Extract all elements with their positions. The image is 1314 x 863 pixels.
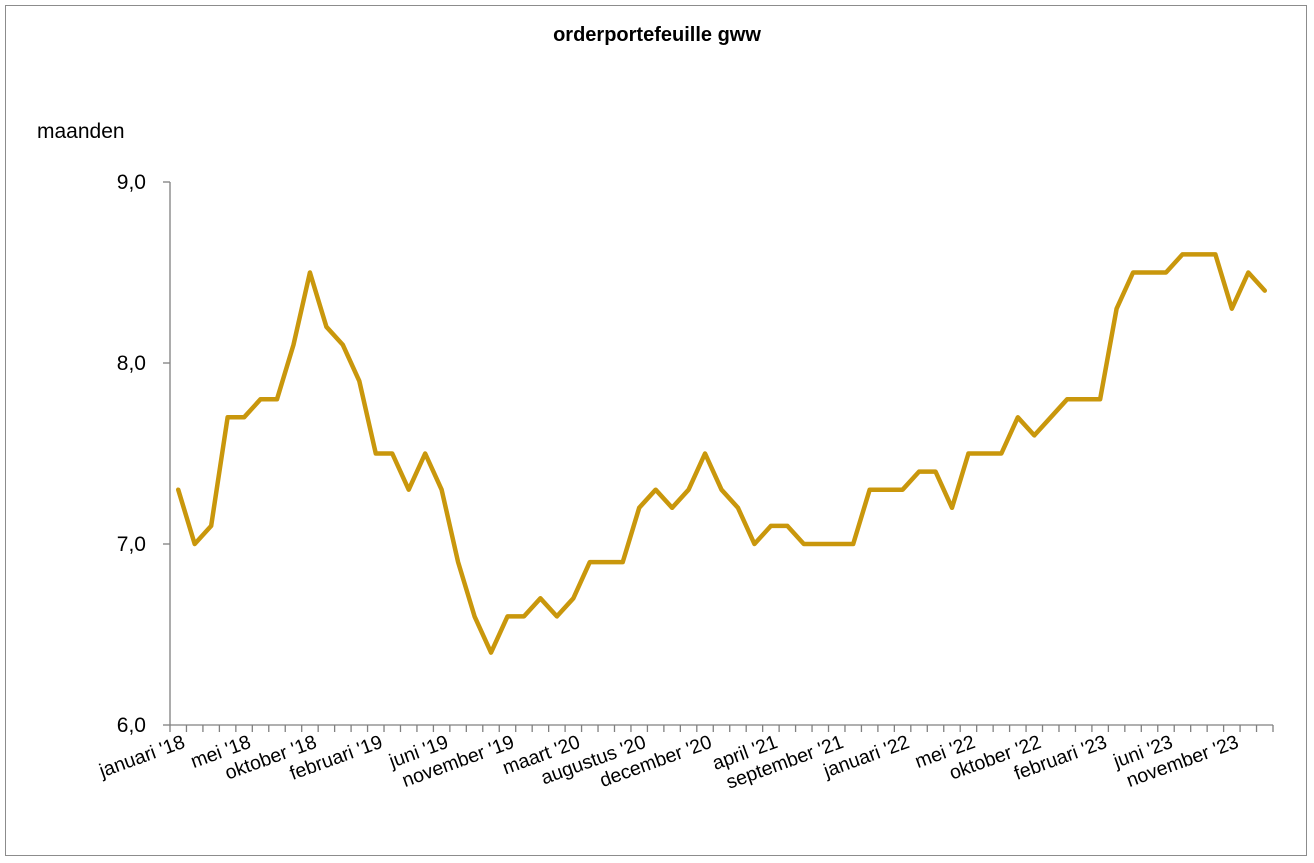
y-axis-label: maanden [37, 120, 125, 143]
plot-area [175, 252, 1268, 655]
y-tick-label: 6,0 [117, 714, 146, 737]
chart-title: orderportefeuille gww [553, 24, 761, 46]
y-tick-label: 8,0 [117, 352, 146, 375]
x-tick-label: januari '18 [95, 731, 187, 783]
series-line [175, 252, 1268, 655]
y-tick-label: 9,0 [117, 171, 146, 194]
axes [169, 182, 1273, 726]
y-ticks: 6,0 7,0 8,0 9,0 [117, 171, 170, 737]
y-tick-label: 7,0 [117, 533, 146, 556]
chart-frame [5, 5, 1307, 856]
